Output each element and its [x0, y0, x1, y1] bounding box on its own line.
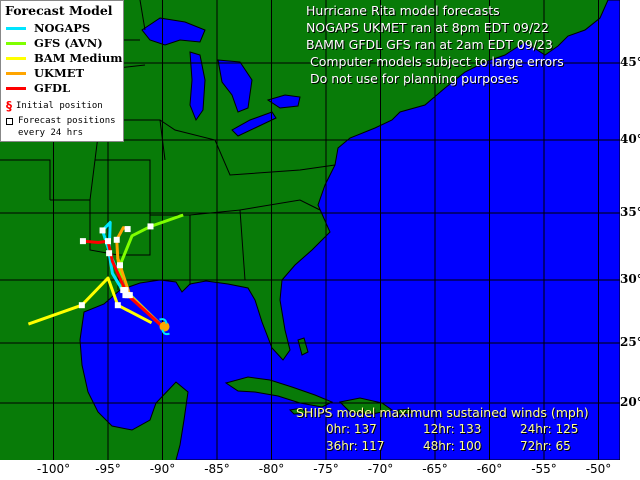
legend-item-gfs: GFS (AVN) — [6, 36, 103, 51]
lat-label: 40° — [620, 132, 640, 146]
graticule — [0, 0, 620, 460]
legend-label: GFDL — [34, 81, 71, 95]
puerto-rico — [397, 408, 412, 415]
title-block: Hurricane Rita model forecasts NOGAPS UK… — [306, 2, 564, 87]
legend-label: GFS (AVN) — [34, 36, 103, 50]
lake-michigan — [189, 51, 206, 122]
legend-label: BAM Medium — [34, 51, 123, 65]
gfs-swatch — [6, 42, 26, 45]
legend-item-ukmet: UKMET — [6, 66, 84, 81]
lon-label: -100° — [36, 462, 71, 476]
ukmet-swatch — [6, 72, 26, 75]
ships-value: 48hr: 100 — [423, 439, 482, 453]
forecast-position-marker — [124, 292, 131, 299]
lon-label: -95° — [95, 462, 121, 476]
legend-item-nogaps: NOGAPS — [6, 21, 90, 36]
legend-title: Forecast Model — [5, 3, 113, 18]
ocean — [79, 0, 620, 460]
legend-item-bam: BAM Medium — [6, 51, 122, 66]
lat-label: 45° — [620, 55, 640, 69]
lat-label: 20° — [620, 395, 640, 409]
lon-label: -75° — [313, 462, 339, 476]
legend-initial-label: Initial position — [16, 101, 103, 111]
forecast-position-marker — [114, 302, 121, 309]
hurricane-arms — [159, 318, 170, 336]
lon-label: -90° — [149, 462, 176, 476]
disclaimer-line: Do not use for planning purposes — [310, 71, 519, 86]
forecast-position-marker — [116, 262, 123, 269]
bam-swatch — [6, 57, 26, 60]
ships-wind-panel: SHIPS model maximum sustained winds (mph… — [296, 405, 617, 455]
lon-label: -70° — [367, 462, 394, 476]
ships-value: 36hr: 117 — [326, 439, 385, 453]
ships-value: 12hr: 133 — [423, 422, 482, 436]
lon-label: -50° — [585, 462, 612, 476]
forecast-position-marker — [79, 238, 86, 245]
hurricane-icon: § — [6, 99, 12, 113]
lon-label: -85° — [204, 462, 230, 476]
ships-header: SHIPS model maximum sustained winds (mph… — [296, 405, 589, 420]
legend-item-gfdl: GFDL — [6, 81, 70, 96]
legend-forecast-label-2: every 24 hrs — [18, 128, 84, 138]
nogaps-swatch — [6, 27, 26, 30]
disclaimer-line: Computer models subject to large errors — [310, 54, 564, 69]
model-tracks — [27, 213, 184, 328]
forecast-position-marker — [105, 238, 111, 245]
forecast-position-marker — [106, 250, 113, 257]
lake-huron — [217, 59, 253, 113]
lat-label: 25° — [620, 335, 640, 349]
hurricane-eye — [159, 321, 170, 332]
run-time-line: NOGAPS UKMET ran at 8pm EDT 09/22 — [306, 20, 549, 35]
ships-value: 24hr: 125 — [520, 422, 579, 436]
lon-label: -55° — [531, 462, 557, 476]
lake-erie — [231, 111, 277, 137]
track-bam-medium — [27, 276, 153, 326]
forecast-position-marker — [147, 223, 154, 230]
forecast-position-marker — [113, 236, 120, 243]
legend-label: NOGAPS — [34, 21, 91, 35]
map-canvas — [0, 0, 620, 460]
hispaniola — [338, 397, 394, 415]
legend: Forecast Model NOGAPS GFS (AVN) BAM Medi… — [0, 0, 124, 142]
ships-value: 0hr: 137 — [326, 422, 377, 436]
legend-forecast: Forecast positions every 24 hrs — [6, 115, 116, 139]
jamaica — [288, 407, 307, 415]
forecast-position-marker — [120, 287, 127, 294]
forecast-position-marker — [99, 227, 106, 234]
map-title: Hurricane Rita model forecasts — [306, 3, 500, 18]
lon-label: -60° — [476, 462, 503, 476]
legend-forecast-label: Forecast positions — [18, 116, 116, 126]
legend-initial: § Initial position — [6, 99, 103, 113]
ships-value: 72hr: 65 — [520, 439, 571, 453]
lat-label: 30° — [620, 272, 640, 286]
lake-ontario — [266, 94, 301, 109]
cuba — [224, 376, 334, 408]
lake-superior — [141, 17, 206, 46]
square-icon — [6, 117, 13, 125]
run-time-line: BAMM GFDL GFS ran at 2am EDT 09/23 — [306, 37, 553, 52]
forecast-position-marker — [78, 302, 85, 309]
initial-position-icon — [159, 318, 170, 336]
lon-label: -80° — [258, 462, 285, 476]
forecast-position-marker — [124, 226, 131, 233]
gfdl-swatch — [6, 87, 26, 90]
lon-label: -65° — [422, 462, 448, 476]
lat-label: 35° — [620, 205, 640, 219]
bahamas — [297, 337, 309, 356]
legend-label: UKMET — [34, 66, 85, 80]
